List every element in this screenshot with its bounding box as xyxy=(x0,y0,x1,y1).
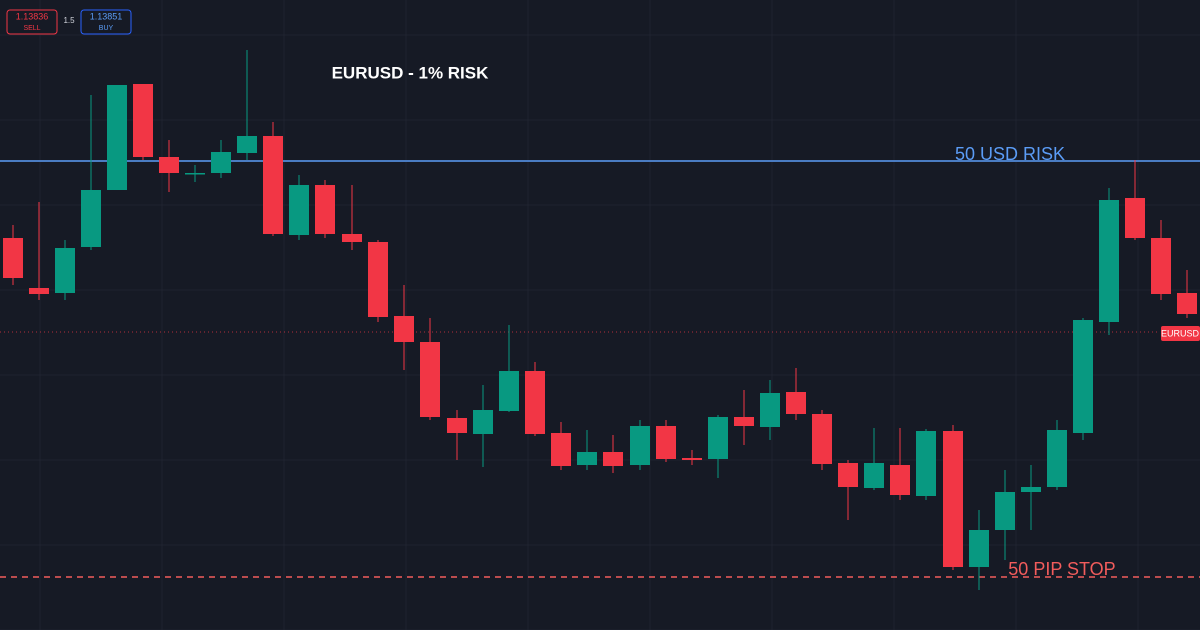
candle-body xyxy=(499,371,519,411)
candle-body xyxy=(1099,200,1119,322)
candle-body xyxy=(1151,238,1171,294)
candle-body xyxy=(237,136,257,153)
candle-body xyxy=(394,316,414,342)
candle-body xyxy=(342,234,362,242)
stop-label: 50 PIP STOP xyxy=(1008,559,1115,579)
candle-body xyxy=(603,452,623,466)
candle-body xyxy=(159,157,179,173)
candle-body xyxy=(81,190,101,247)
candle-body xyxy=(890,465,910,495)
candle-body xyxy=(315,185,335,234)
candle-body xyxy=(630,426,650,465)
candle-body xyxy=(786,392,806,414)
candle-body xyxy=(3,238,23,278)
chart-title: EURUSD - 1% RISK xyxy=(332,63,490,82)
sell-button[interactable] xyxy=(6,9,58,35)
candle-body xyxy=(473,410,493,434)
candle-body xyxy=(185,173,205,175)
buy-button[interactable] xyxy=(80,9,132,35)
candle-body xyxy=(263,136,283,234)
candle-body xyxy=(995,492,1015,530)
candle-body xyxy=(1047,430,1067,487)
candle-body xyxy=(420,342,440,417)
candle-body xyxy=(1073,320,1093,433)
candle-body xyxy=(55,248,75,293)
candle-body xyxy=(943,431,963,567)
candle-body xyxy=(551,433,571,466)
candle-body xyxy=(864,463,884,488)
candle-body xyxy=(812,414,832,464)
candle-body xyxy=(760,393,780,427)
buy-price[interactable]: 1.13851 xyxy=(90,11,123,21)
candle-body xyxy=(1177,293,1197,314)
buy-label[interactable]: BUY xyxy=(99,25,114,32)
candle-body xyxy=(289,185,309,235)
candle-body xyxy=(708,417,728,459)
candle-body xyxy=(838,463,858,487)
candle-body xyxy=(211,152,231,173)
candle-body xyxy=(1021,487,1041,492)
candle-body xyxy=(916,431,936,496)
candle-body xyxy=(29,288,49,294)
candle-body xyxy=(107,85,127,190)
candle-body xyxy=(969,530,989,567)
candle-body xyxy=(734,417,754,426)
spread: 1.5 xyxy=(63,16,75,25)
price-tag-bg xyxy=(1161,326,1200,341)
candle-body xyxy=(133,84,153,157)
candle-body xyxy=(656,426,676,459)
candle-body xyxy=(1125,198,1145,238)
candles xyxy=(3,50,1197,590)
candle-body xyxy=(368,242,388,317)
candle-body xyxy=(447,418,467,433)
candle-body xyxy=(682,458,702,460)
risk-label: 50 USD RISK xyxy=(955,144,1065,164)
sell-price[interactable]: 1.13836 xyxy=(16,11,49,21)
candle-body xyxy=(525,371,545,434)
sell-label[interactable]: SELL xyxy=(23,25,40,32)
price-tag: EURUSD xyxy=(1161,328,1200,338)
candle-body xyxy=(577,452,597,465)
